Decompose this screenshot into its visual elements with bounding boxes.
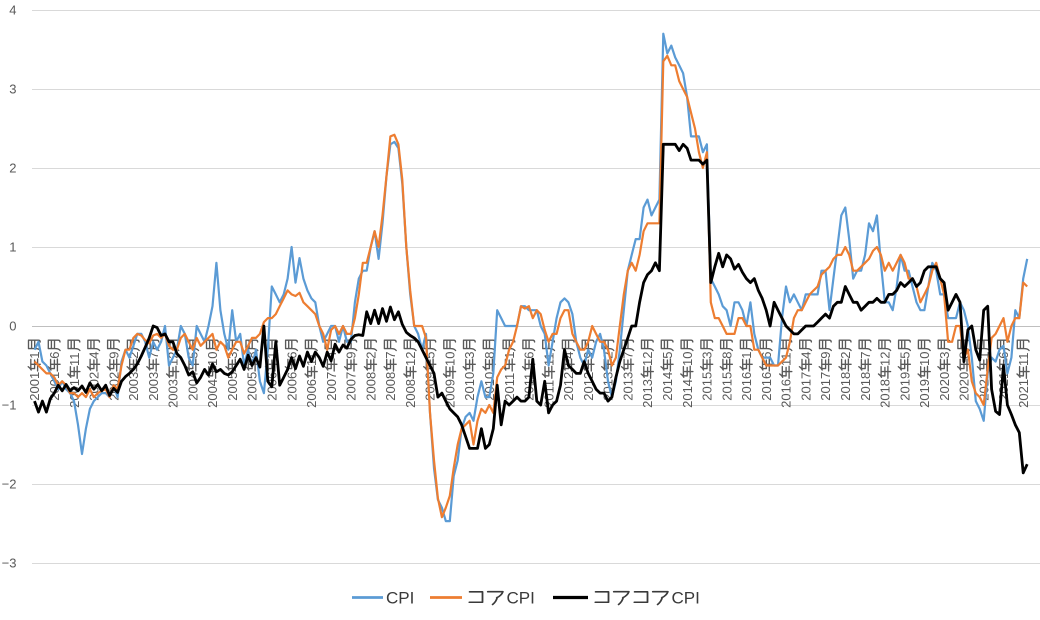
svg-text:1: 1 [27, 351, 42, 358]
svg-text:2013: 2013 [621, 372, 636, 401]
svg-text:9: 9 [106, 351, 121, 358]
svg-text:2019: 2019 [917, 379, 932, 408]
svg-text:1: 1 [739, 351, 754, 358]
svg-text:2015: 2015 [700, 372, 715, 401]
svg-text:2011: 2011 [502, 373, 517, 401]
svg-text:2008: 2008 [403, 379, 418, 408]
svg-text:10: 10 [680, 352, 695, 366]
svg-text:9: 9 [818, 351, 833, 358]
svg-text:6: 6 [522, 351, 537, 358]
svg-text:6: 6 [759, 351, 774, 358]
svg-text:2006: 2006 [284, 372, 299, 401]
svg-text:2020: 2020 [937, 372, 952, 401]
svg-text:2017: 2017 [818, 372, 833, 401]
svg-text:2009: 2009 [443, 379, 458, 408]
svg-text:2001: 2001 [27, 372, 42, 401]
svg-text:2007: 2007 [324, 372, 339, 401]
svg-text:5: 5 [423, 351, 438, 358]
svg-text:0: 0 [9, 319, 16, 334]
svg-text:4: 4 [87, 351, 102, 358]
svg-text:2020: 2020 [957, 372, 972, 401]
svg-text:10: 10 [917, 352, 932, 366]
svg-text:−2: −2 [2, 477, 17, 492]
svg-text:2015: 2015 [719, 372, 734, 401]
svg-text:CPI: CPI [386, 589, 414, 608]
svg-text:10: 10 [443, 352, 458, 366]
svg-text:CPI: CPI [672, 589, 700, 608]
svg-text:2010: 2010 [462, 372, 477, 401]
svg-text:2016: 2016 [739, 372, 754, 401]
svg-text:CPI: CPI [507, 589, 535, 608]
svg-text:−3: −3 [2, 556, 17, 571]
svg-text:3: 3 [225, 351, 240, 358]
svg-text:2008: 2008 [383, 372, 398, 401]
svg-text:7: 7 [858, 351, 873, 358]
svg-text:2018: 2018 [858, 372, 873, 401]
svg-text:2001: 2001 [47, 372, 62, 401]
svg-text:2012: 2012 [561, 372, 576, 401]
svg-text:9: 9 [581, 351, 596, 358]
svg-text:10: 10 [205, 352, 220, 366]
svg-text:4: 4 [561, 351, 576, 358]
svg-text:2016: 2016 [759, 372, 774, 401]
svg-text:11: 11 [67, 353, 82, 367]
svg-text:5: 5 [897, 351, 912, 358]
svg-text:8: 8 [245, 351, 260, 358]
svg-text:7: 7 [146, 351, 161, 358]
svg-text:2019: 2019 [897, 372, 912, 401]
svg-text:7: 7 [383, 351, 398, 358]
svg-text:2018: 2018 [878, 379, 893, 408]
svg-text:−1: −1 [2, 398, 17, 413]
svg-text:6: 6 [996, 351, 1011, 358]
svg-text:3: 3 [937, 351, 952, 358]
svg-text:12: 12 [640, 352, 655, 366]
svg-text:2: 2 [838, 351, 853, 358]
svg-text:2007: 2007 [344, 372, 359, 401]
svg-text:6: 6 [47, 351, 62, 358]
svg-text:4: 4 [9, 3, 16, 18]
svg-text:3: 3 [9, 82, 16, 97]
svg-text:3: 3 [700, 351, 715, 358]
svg-text:3: 3 [462, 351, 477, 358]
svg-text:2003: 2003 [126, 372, 141, 401]
svg-text:1: 1 [502, 351, 517, 358]
svg-text:2008: 2008 [363, 372, 378, 401]
svg-text:6: 6 [284, 351, 299, 358]
svg-text:2021: 2021 [1016, 379, 1031, 408]
svg-text:2013: 2013 [640, 379, 655, 408]
svg-text:11: 11 [1016, 353, 1031, 367]
svg-text:2005: 2005 [245, 372, 260, 401]
svg-text:2018: 2018 [838, 372, 853, 401]
svg-text:1: 1 [265, 351, 280, 358]
svg-text:2: 2 [363, 351, 378, 358]
svg-text:2014: 2014 [680, 379, 695, 408]
svg-text:2: 2 [9, 161, 16, 176]
svg-text:2016: 2016 [779, 379, 794, 408]
svg-text:2004: 2004 [205, 379, 220, 408]
svg-text:1: 1 [9, 240, 16, 255]
svg-text:5: 5 [660, 351, 675, 358]
svg-text:2005: 2005 [225, 372, 240, 401]
svg-text:12: 12 [878, 352, 893, 366]
svg-text:4: 4 [798, 351, 813, 358]
svg-text:2: 2 [126, 351, 141, 358]
svg-text:8: 8 [719, 351, 734, 358]
svg-text:7: 7 [621, 351, 636, 358]
svg-text:8: 8 [482, 351, 497, 358]
svg-text:2003: 2003 [146, 372, 161, 401]
svg-text:2006: 2006 [304, 379, 319, 408]
svg-text:9: 9 [344, 351, 359, 358]
svg-text:1: 1 [976, 351, 991, 358]
svg-text:2003: 2003 [166, 379, 181, 408]
svg-text:12: 12 [403, 352, 418, 366]
svg-text:2017: 2017 [798, 372, 813, 401]
svg-text:2014: 2014 [660, 372, 675, 401]
